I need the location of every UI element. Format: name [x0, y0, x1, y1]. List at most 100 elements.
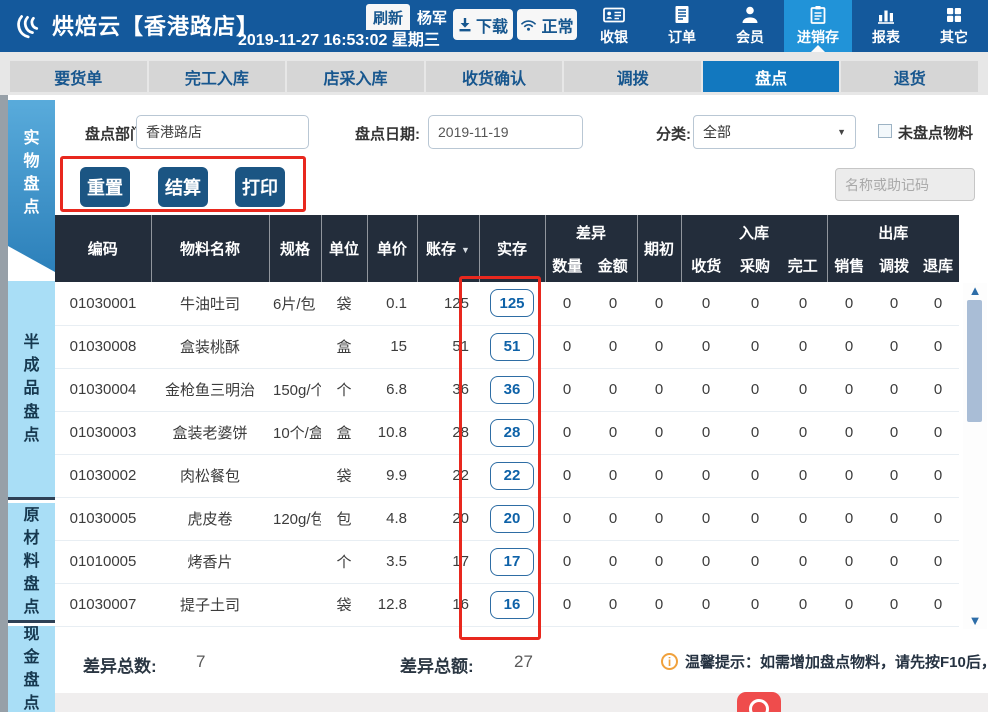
settle-button[interactable]: 结算 [158, 167, 208, 207]
bottom-strip [8, 693, 988, 712]
cell-in-receive: 0 [681, 540, 732, 584]
search-input[interactable] [835, 168, 975, 201]
cell-unit: 袋 [321, 454, 367, 498]
col-header-unit[interactable]: 单位 [321, 215, 368, 282]
subnav-stocktake[interactable]: 盘点 [702, 61, 840, 92]
cell-diff-qty: 0 [545, 497, 589, 541]
actual-stock-input[interactable]: 51 [490, 332, 534, 361]
cell-out-transfer: 0 [871, 325, 918, 369]
scroll-down-icon[interactable]: ▼ [968, 613, 982, 628]
cell-price: 4.8 [367, 497, 417, 541]
date-label: 盘点日期: [355, 126, 420, 143]
col-header-opening[interactable]: 期初 [637, 215, 682, 282]
cell-actual-stock: 125 [479, 282, 545, 326]
diff-amount-value: 27 [514, 652, 533, 671]
reset-button[interactable]: 重置 [80, 167, 130, 207]
cell-in-complete: 0 [779, 583, 828, 627]
cell-out-return: 0 [917, 540, 960, 584]
nav-item-members[interactable]: 会员 [716, 0, 784, 52]
col-header-name[interactable]: 物料名称 [151, 215, 270, 282]
subnav-store-purchase-inbound[interactable]: 店采入库 [287, 61, 424, 92]
subnav-return[interactable]: 退货 [841, 61, 979, 92]
cell-spec [269, 454, 321, 498]
subnav-finished-inbound[interactable]: 完工入库 [148, 61, 286, 92]
sort-desc-icon[interactable]: ▼ [461, 245, 470, 256]
filter-row: 盘点部门: 盘点日期: 分类: 全部 ▼ 未盘点物料 [55, 105, 988, 155]
col-header-price[interactable]: 单价 [367, 215, 418, 282]
cell-in-purchase: 0 [731, 583, 780, 627]
sidebar-tab-semifinished-stocktake[interactable]: 半成品盘点 [8, 281, 55, 500]
subnav-bar: 要货单 完工入库 店采入库 收货确认 调拨 盘点 退货 [0, 52, 988, 95]
actual-stock-input[interactable]: 17 [490, 547, 534, 576]
cell-in-purchase: 0 [731, 282, 780, 326]
cell-unit: 袋 [321, 583, 367, 627]
cell-name: 盒装老婆饼 [151, 411, 269, 455]
dept-input[interactable] [136, 115, 309, 149]
col-header-actual-stock[interactable]: 实存 [479, 215, 546, 282]
col-header-diff-amount[interactable]: 金额 [589, 249, 638, 282]
diff-amount-label: 差异总额: [400, 657, 474, 676]
cell-out-sale: 0 [827, 282, 872, 326]
cell-price: 10.8 [367, 411, 417, 455]
cell-diff-amount: 0 [589, 583, 638, 627]
subnav-request-order[interactable]: 要货单 [10, 61, 147, 92]
cell-diff-amount: 0 [589, 325, 638, 369]
actual-stock-input[interactable]: 20 [490, 504, 534, 533]
grid-icon [945, 6, 963, 24]
actual-stock-input[interactable]: 36 [490, 375, 534, 404]
actual-stock-input[interactable]: 16 [490, 590, 534, 619]
floating-action-button[interactable] [737, 692, 781, 712]
nav-item-cashier[interactable]: 收银 [580, 0, 648, 52]
nav-item-inventory[interactable]: 进销存 [784, 0, 852, 52]
date-input[interactable] [428, 115, 583, 149]
col-header-book-stock[interactable]: 账存 ▼ [417, 215, 480, 282]
nav-item-reports[interactable]: 报表 [852, 0, 920, 52]
cell-diff-qty: 0 [545, 325, 589, 369]
cell-out-return: 0 [917, 583, 960, 627]
actual-stock-input[interactable]: 125 [490, 289, 534, 318]
cell-in-complete: 0 [779, 454, 828, 498]
col-header-in-receive[interactable]: 收货 [681, 249, 732, 282]
sidebar-tab-cash-stocktake[interactable]: 现金盘点 [8, 626, 55, 712]
sidebar-tab-physical-stocktake[interactable]: 实物盘点 [8, 100, 55, 272]
uncounted-checkbox[interactable] [878, 124, 892, 138]
subnav-receive-confirm[interactable]: 收货确认 [425, 61, 563, 92]
col-header-out-transfer[interactable]: 调拨 [871, 249, 918, 282]
cell-out-sale: 0 [827, 411, 872, 455]
sidebar-tab-label: 半成品盘点 [23, 334, 40, 444]
nav-item-other[interactable]: 其它 [920, 0, 988, 52]
col-header-diff-qty[interactable]: 数量 [545, 249, 589, 282]
sidebar-tab-label: 实物盘点 [23, 129, 40, 217]
cell-in-complete: 0 [779, 282, 828, 326]
subnav-transfer[interactable]: 调拨 [564, 61, 701, 92]
col-header-out-return[interactable]: 退库 [917, 249, 960, 282]
member-icon [740, 5, 760, 24]
refresh-button[interactable]: 刷新 [366, 4, 410, 30]
scrollbar-thumb[interactable] [967, 300, 982, 422]
top-navigation: 收银 订单 会员 进销存 报表 其它 [580, 0, 988, 52]
cell-actual-stock: 36 [479, 368, 545, 412]
cell-actual-stock: 22 [479, 454, 545, 498]
cell-diff-amount: 0 [589, 368, 638, 412]
col-header-code[interactable]: 编码 [55, 215, 152, 282]
print-button[interactable]: 打印 [235, 167, 285, 207]
cell-out-sale: 0 [827, 540, 872, 584]
network-status-button[interactable]: 正常 [517, 9, 577, 40]
col-header-out-sale[interactable]: 销售 [827, 249, 872, 282]
actual-stock-input[interactable]: 28 [490, 418, 534, 447]
cell-in-receive: 0 [681, 368, 732, 412]
col-header-in-purchase[interactable]: 采购 [731, 249, 780, 282]
category-select[interactable]: 全部 ▼ [693, 115, 856, 149]
download-button[interactable]: 下载 [453, 9, 513, 40]
actual-stock-input[interactable]: 22 [490, 461, 534, 490]
sidebar-tab-rawmaterial-stocktake[interactable]: 原材料盘点 [8, 503, 55, 623]
vertical-scrollbar[interactable]: ▲ ▼ [963, 283, 987, 629]
col-header-spec[interactable]: 规格 [269, 215, 322, 282]
col-header-in-complete[interactable]: 完工 [779, 249, 828, 282]
cell-code: 01030003 [55, 411, 151, 455]
hint-message: i 温馨提示：如需增加盘点物料，请先按F10后，再进行物料添 [661, 651, 988, 672]
chevron-down-icon: ▼ [837, 127, 846, 137]
circle-icon [749, 699, 769, 712]
scroll-up-icon[interactable]: ▲ [968, 283, 982, 298]
nav-item-orders[interactable]: 订单 [648, 0, 716, 52]
